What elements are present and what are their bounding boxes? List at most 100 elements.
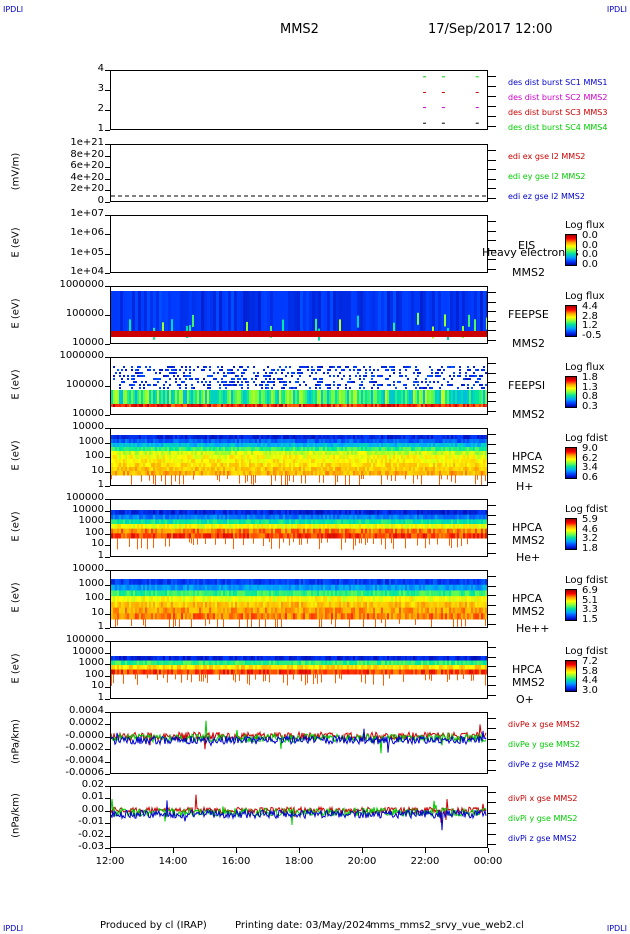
spectrogram-cell	[149, 390, 151, 404]
spectrogram-cell	[205, 435, 207, 440]
spectrogram-cell	[147, 463, 149, 468]
spectrogram-cell	[163, 579, 165, 586]
spectrogram-cell	[173, 404, 175, 407]
spectrogram-cell	[207, 528, 209, 534]
spectrogram-cell	[309, 390, 311, 404]
spectrogram-cell	[475, 510, 477, 516]
spectrogram-cell	[431, 404, 433, 407]
spectrogram-cell	[237, 463, 239, 468]
spectrogram-cell	[325, 435, 327, 440]
spectrogram-cell	[405, 538, 406, 549]
spectrogram-cell	[299, 390, 301, 404]
spectrogram-cell	[373, 459, 375, 464]
spectrogram-cell	[341, 524, 343, 530]
y-tick-label: 100000	[65, 308, 104, 319]
spectrogram-cell	[205, 443, 207, 448]
spectrogram-cell	[255, 528, 257, 534]
spectrogram-cell	[173, 510, 175, 516]
spectrogram-cell	[379, 455, 381, 460]
spectrogram-cell	[339, 404, 341, 407]
spectrogram-cell	[437, 514, 439, 520]
spectrogram-cell	[457, 387, 459, 389]
spectrogram-cell	[415, 524, 417, 530]
spectrogram-cell	[131, 584, 133, 591]
spectrogram-cell	[437, 443, 439, 448]
spectrogram-cell	[405, 510, 407, 516]
spectrogram-cell	[427, 459, 429, 464]
spectrogram-cell	[385, 404, 387, 407]
spectrogram-cell	[139, 613, 141, 620]
spectrogram-cell	[233, 579, 235, 586]
spectrogram-cell	[221, 443, 223, 448]
spectrogram-cell	[261, 443, 263, 448]
spectrogram-cell	[371, 467, 373, 472]
spectrogram-cell	[173, 439, 175, 444]
spectrogram-cell	[417, 451, 419, 456]
spectrogram-cell	[347, 443, 349, 448]
spectrogram-cell	[138, 291, 141, 331]
spacecraft-label: MMS2	[512, 463, 545, 476]
spectrogram-cell	[147, 455, 149, 460]
spectrogram-cell	[462, 291, 465, 331]
spectrogram-cell	[437, 519, 439, 525]
spectrogram-cell	[395, 404, 397, 407]
spectrogram-cell	[421, 455, 423, 460]
spectrogram-cell	[327, 510, 329, 516]
spectrogram-cell	[251, 519, 253, 525]
spectrogram-cell	[393, 381, 395, 383]
spectrogram-cell	[387, 390, 389, 404]
spectrogram-cell	[363, 390, 365, 404]
spectrogram-cell	[447, 475, 448, 480]
spectrogram-cell	[393, 533, 395, 539]
spectrogram-cell	[421, 510, 423, 516]
spectrogram-cell	[483, 514, 485, 520]
spectrogram-cell	[201, 459, 203, 464]
spectrogram-cell	[337, 390, 339, 404]
spectrogram-cell	[451, 510, 453, 516]
spectrogram-cell	[161, 435, 163, 440]
spectrogram-cell	[139, 390, 141, 404]
spectrogram-cell	[337, 528, 339, 534]
spectrogram-cell	[219, 291, 222, 331]
spectrogram-cell	[265, 533, 267, 539]
spectrogram-cell	[323, 471, 325, 476]
spectrogram-cell	[113, 451, 115, 456]
spectrogram-cell	[263, 390, 265, 404]
spectrogram-cell	[317, 384, 319, 386]
spectrogram-cell	[119, 443, 121, 448]
spectrogram-cell	[373, 443, 375, 448]
spectrogram-cell	[295, 387, 297, 389]
spectrogram-cell	[157, 390, 159, 404]
spectrogram-cell	[413, 528, 415, 534]
spectrogram-cell	[155, 451, 157, 456]
spectrogram-cell	[165, 463, 167, 468]
spectrogram-cell	[417, 519, 419, 525]
spectrogram-cell	[444, 314, 446, 327]
spectrogram-cell	[347, 447, 349, 452]
spectrogram-cell	[329, 524, 331, 530]
spectrogram-cell	[451, 524, 453, 530]
spectrogram-cell	[123, 596, 125, 603]
spectrogram-cell	[221, 463, 223, 468]
spectrogram-cell	[185, 375, 187, 377]
spectrogram-cell	[221, 439, 223, 444]
spectrogram-cell	[177, 613, 179, 620]
spectrogram-cell	[353, 451, 355, 456]
spectrogram-cell	[185, 387, 187, 389]
spectrogram-cell	[331, 366, 333, 368]
spectrogram-cell	[411, 528, 413, 534]
spectrogram-cell	[359, 435, 361, 440]
spectrogram-cell	[253, 443, 255, 448]
spectrogram-cell	[399, 510, 401, 516]
spectrogram-cell	[294, 291, 297, 331]
spectrogram-cell	[469, 404, 471, 407]
spectrogram-cell	[115, 524, 117, 530]
spectrogram-cell	[329, 390, 331, 404]
spectrogram-cell	[205, 601, 207, 609]
spectrogram-cell	[445, 435, 447, 440]
spectrogram-cell	[147, 471, 149, 476]
spectrogram-cell	[243, 538, 244, 546]
spectrogram-cell	[465, 372, 467, 374]
right-tick-mark	[488, 472, 496, 474]
spectrogram-cell	[225, 447, 227, 452]
